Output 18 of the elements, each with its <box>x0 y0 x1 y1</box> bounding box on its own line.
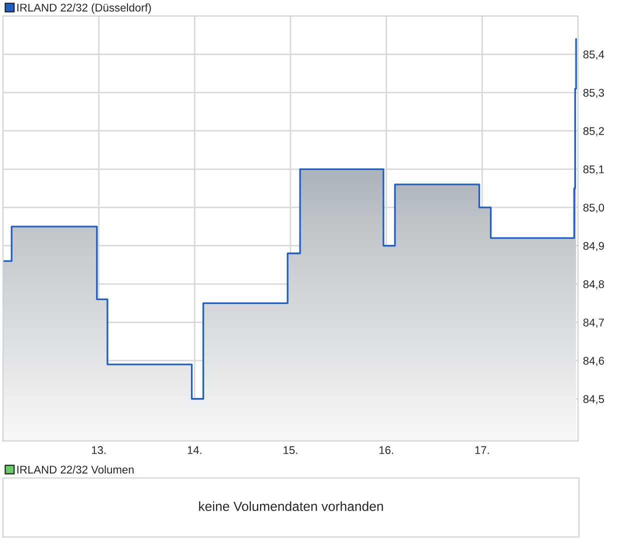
legend-label: IRLAND 22/32 Volumen <box>17 465 134 474</box>
x-tick-label: 17. <box>475 446 489 454</box>
y-tick-label: 84,7 <box>583 318 604 328</box>
x-tick-label: 14. <box>188 446 202 454</box>
x-tick-label: 16. <box>379 446 394 454</box>
x-tick-label: 13. <box>92 446 106 454</box>
text: keine Volumendaten vorhanden <box>199 501 383 512</box>
legend-label: IRLAND 22/32 (Düsseldorf) <box>17 3 151 14</box>
y-tick-label: 85,4 <box>583 50 604 60</box>
y-tick-label: 85,2 <box>583 127 604 136</box>
y-tick-label: 84,5 <box>583 395 604 404</box>
y-tick-label: 85,3 <box>583 88 604 98</box>
y-tick-label: 85,0 <box>583 204 604 213</box>
y-tick-label: 84,9 <box>583 242 604 252</box>
x-tick-label: 15. <box>284 446 298 454</box>
y-tick-label: 84,6 <box>583 356 604 366</box>
y-tick-label: 85,1 <box>583 165 604 175</box>
y-tick-label: 84,8 <box>583 280 604 290</box>
